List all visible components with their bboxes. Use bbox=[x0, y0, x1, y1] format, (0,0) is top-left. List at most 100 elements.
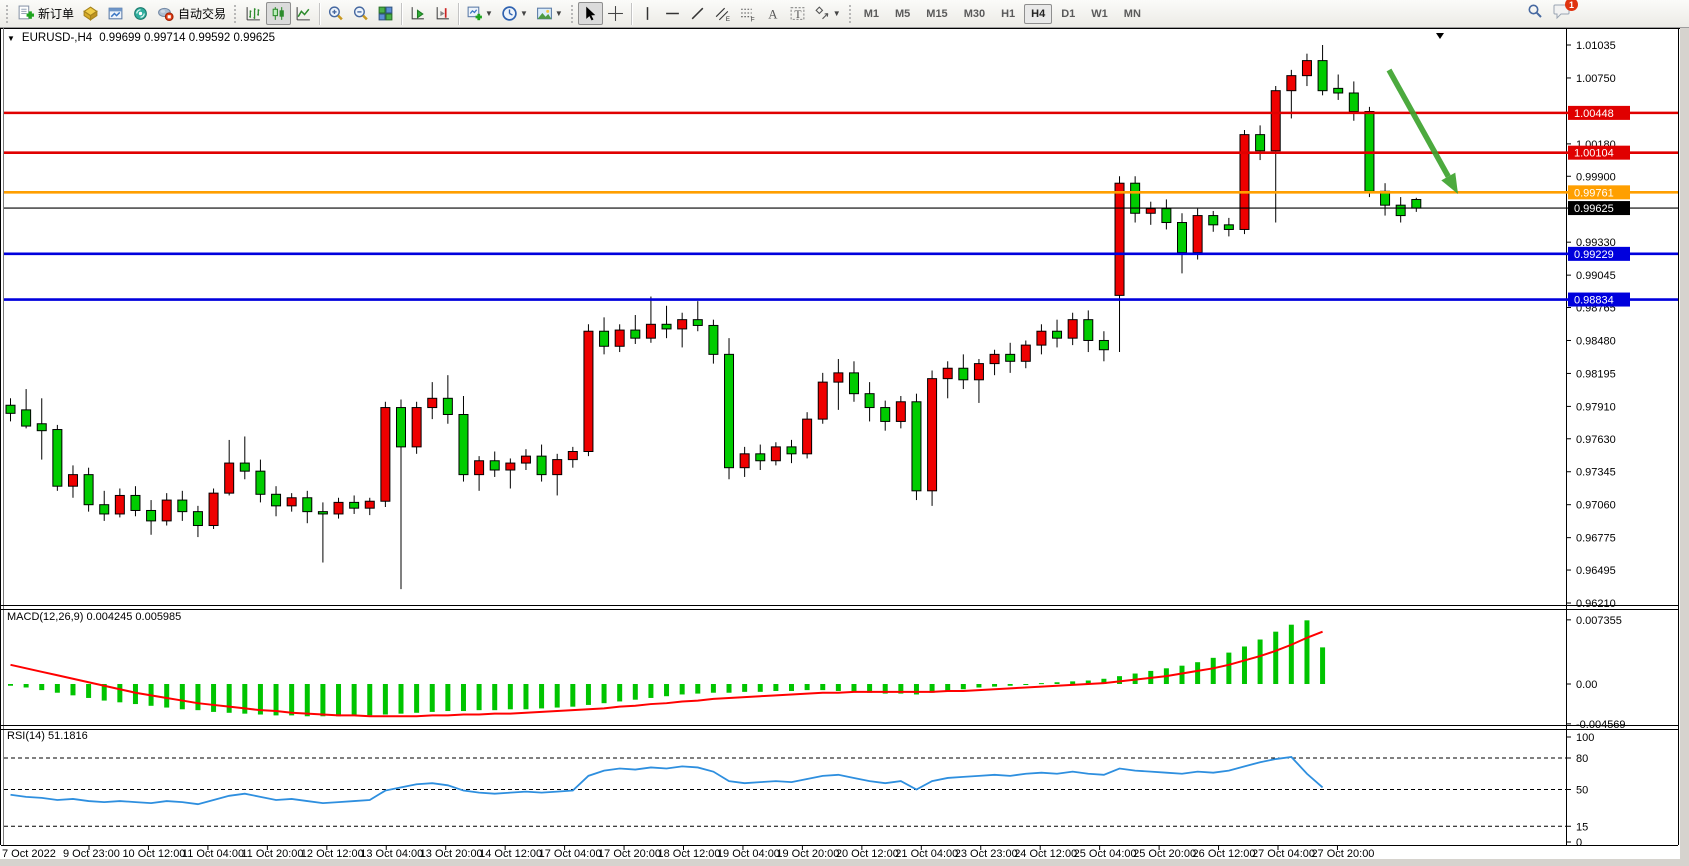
candlestick-chart-icon bbox=[270, 5, 287, 22]
new-order-button[interactable]: 新订单 bbox=[13, 2, 78, 25]
dropdown-caret-icon: ▼ bbox=[554, 9, 563, 18]
price-axis[interactable]: 1.010351.007501.001800.999000.993300.990… bbox=[1566, 40, 1630, 610]
svg-text:F: F bbox=[750, 16, 754, 22]
horizontal-line-objects[interactable] bbox=[4, 111, 1678, 301]
macd-indicator-label: MACD(12,26,9) 0.004245 0.005985 bbox=[7, 611, 182, 623]
chart-line-button[interactable] bbox=[291, 2, 316, 25]
vertical-line-button[interactable] bbox=[635, 2, 660, 25]
chart-window-icon bbox=[107, 5, 124, 22]
timeframe-mn-button[interactable]: MN bbox=[1123, 7, 1141, 20]
periods-button[interactable]: ▼ bbox=[497, 2, 532, 25]
svg-text:0.98195: 0.98195 bbox=[1576, 368, 1616, 380]
toolbar-grip[interactable] bbox=[233, 3, 239, 24]
toolbar-grip[interactable] bbox=[847, 3, 853, 24]
crosshair-button[interactable] bbox=[603, 2, 628, 25]
notification-badge: 1 bbox=[1565, 0, 1578, 11]
candlesticks bbox=[5, 45, 1422, 590]
window-right-edge bbox=[1680, 28, 1689, 866]
new-chart-icon bbox=[466, 5, 483, 22]
svg-text:0.96775: 0.96775 bbox=[1576, 533, 1616, 545]
svg-text:12 Oct 12:00: 12 Oct 12:00 bbox=[301, 848, 364, 860]
svg-text:0.97630: 0.97630 bbox=[1576, 434, 1616, 446]
templates-button[interactable]: ▼ bbox=[532, 2, 567, 25]
chart-menu-caret-icon[interactable]: ▼ bbox=[7, 33, 15, 43]
rsi-line bbox=[10, 755, 1324, 806]
svg-text:-0.004569: -0.004569 bbox=[1576, 719, 1626, 731]
svg-text:11 Oct 20:00: 11 Oct 20:00 bbox=[241, 848, 303, 860]
svg-text:0: 0 bbox=[1576, 837, 1582, 849]
chart-window: 1.01035 1.00750 1.00180 0.99900 0.99330 0.990… bbox=[0, 28, 1689, 866]
chart-shift-button[interactable] bbox=[430, 2, 455, 25]
equidistant-channel-icon: E bbox=[714, 5, 731, 22]
chart-canvas[interactable]: 1.010351.007501.001800.999000.993300.990… bbox=[0, 28, 1689, 866]
template-icon bbox=[536, 5, 553, 22]
chart-shift-marker[interactable] bbox=[1436, 33, 1444, 39]
symbol-period-title: EURUSD-,H4 bbox=[21, 32, 93, 44]
svg-text:0.96210: 0.96210 bbox=[1576, 598, 1616, 610]
chat-button[interactable]: 1 bbox=[1553, 0, 1578, 24]
timeframe-h1-button[interactable]: H1 bbox=[1001, 7, 1016, 20]
svg-text:27 Oct 20:00: 27 Oct 20:00 bbox=[1311, 848, 1374, 860]
timeframe-w1-button[interactable]: W1 bbox=[1091, 7, 1108, 20]
svg-text:25 Oct 20:00: 25 Oct 20:00 bbox=[1133, 848, 1196, 860]
macd-signal-line bbox=[10, 630, 1323, 718]
horizontal-line-icon bbox=[664, 5, 681, 22]
search-icon[interactable] bbox=[1527, 3, 1543, 24]
timeframe-m5-button[interactable]: M5 bbox=[895, 7, 911, 20]
timeframe-d1-button[interactable]: D1 bbox=[1061, 7, 1076, 20]
toolbar-separator bbox=[458, 2, 460, 25]
text-label-button[interactable]: T bbox=[785, 2, 810, 25]
svg-text:7 Oct 2022: 7 Oct 2022 bbox=[2, 848, 56, 860]
ohlc-values: 0.99699 0.99714 0.99592 0.99625 bbox=[99, 32, 276, 44]
toolbar-grip[interactable] bbox=[569, 3, 575, 24]
text-label-icon: T bbox=[789, 5, 806, 22]
chart-title: ▼ EURUSD-,H4 0.99699 0.99714 0.99592 0.9… bbox=[7, 32, 275, 44]
cursor-icon bbox=[582, 5, 599, 22]
dropdown-caret-icon: ▼ bbox=[485, 9, 493, 18]
auto-scroll-icon bbox=[409, 5, 426, 22]
fibonacci-button[interactable]: F bbox=[735, 2, 760, 25]
new-order-label: 新订单 bbox=[38, 7, 75, 21]
trendline-icon bbox=[689, 5, 706, 22]
zoom-in-button[interactable] bbox=[323, 2, 348, 25]
svg-text:21 Oct 04:00: 21 Oct 04:00 bbox=[895, 848, 958, 860]
auto-trading-button[interactable]: 自动交易 bbox=[153, 2, 230, 25]
zoom-out-button[interactable] bbox=[348, 2, 373, 25]
new-chart-button[interactable]: ▼ bbox=[462, 2, 497, 25]
gold-cube-icon bbox=[82, 5, 99, 22]
market-watch-button[interactable] bbox=[78, 2, 103, 25]
svg-text:100: 100 bbox=[1576, 732, 1594, 744]
data-window-button[interactable] bbox=[103, 2, 128, 25]
navigator-button[interactable] bbox=[128, 2, 153, 25]
svg-text:20 Oct 12:00: 20 Oct 12:00 bbox=[836, 848, 899, 860]
svg-text:17 Oct 20:00: 17 Oct 20:00 bbox=[598, 848, 661, 860]
arrows-button[interactable]: ▼ bbox=[810, 2, 845, 25]
chart-bars-button[interactable] bbox=[241, 2, 266, 25]
text-button[interactable]: A bbox=[760, 2, 785, 25]
trend-arrow-annotation[interactable] bbox=[1386, 68, 1458, 194]
panel-borders bbox=[0, 28, 1689, 846]
timeframe-m30-button[interactable]: M30 bbox=[963, 7, 986, 20]
macd-axis: 0.007355 0.00 -0.004569 bbox=[1566, 615, 1626, 731]
channel-button[interactable]: E bbox=[710, 2, 735, 25]
timeframe-m1-button[interactable]: M1 bbox=[863, 7, 879, 20]
auto-scroll-button[interactable] bbox=[405, 2, 430, 25]
svg-text:17 Oct 04:00: 17 Oct 04:00 bbox=[539, 848, 602, 860]
svg-text:50: 50 bbox=[1576, 785, 1588, 797]
signal-icon bbox=[132, 5, 149, 22]
text-icon: A bbox=[764, 5, 781, 22]
timeframe-m15-button[interactable]: M15 bbox=[926, 7, 948, 20]
trendline-button[interactable] bbox=[685, 2, 710, 25]
new-order-icon bbox=[17, 5, 34, 22]
cursor-button[interactable] bbox=[577, 2, 603, 25]
chart-candles-button[interactable] bbox=[266, 2, 292, 25]
tile-windows-button[interactable] bbox=[373, 2, 398, 25]
toolbar-grip[interactable] bbox=[5, 3, 10, 24]
svg-text:0.98480: 0.98480 bbox=[1576, 335, 1616, 347]
arrows-shapes-icon bbox=[814, 5, 831, 22]
window-bottom-edge bbox=[0, 859, 1689, 866]
timeframe-h4-button[interactable]: H4 bbox=[1024, 3, 1053, 24]
horizontal-line-button[interactable] bbox=[660, 2, 685, 25]
svg-text:23 Oct 23:00: 23 Oct 23:00 bbox=[955, 848, 1018, 860]
